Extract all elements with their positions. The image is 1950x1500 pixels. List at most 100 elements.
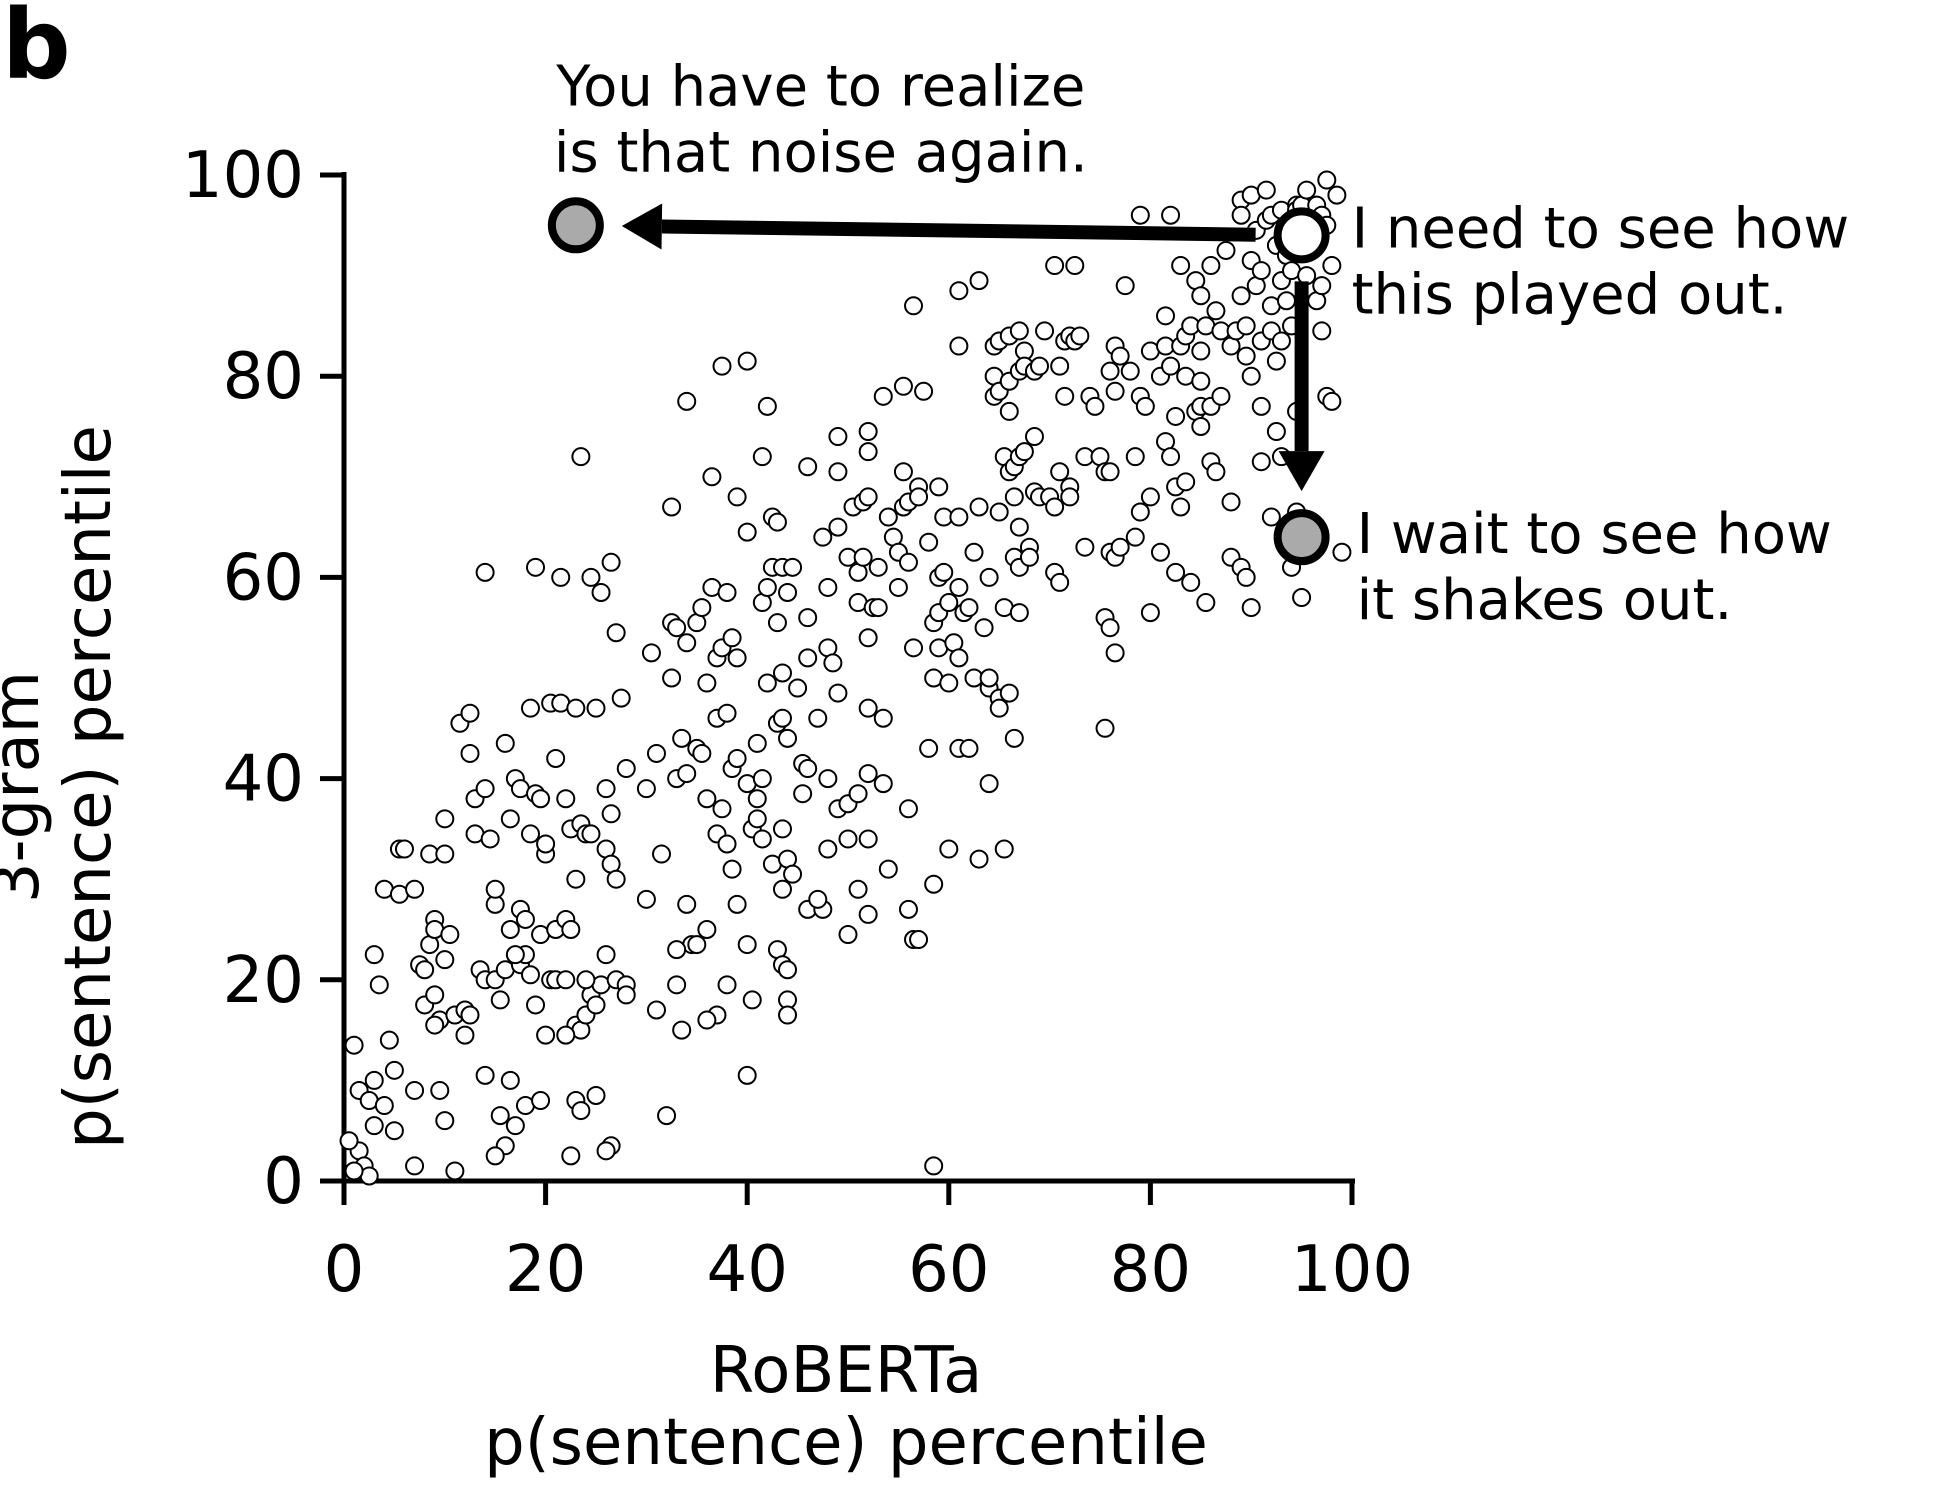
data-point [878,507,898,527]
data-point [500,809,520,829]
data-point [909,487,929,507]
data-point [596,779,616,799]
highlight-point-original [1273,207,1330,264]
data-point [818,577,838,597]
data-point [717,834,737,854]
data-point [722,628,742,648]
data-point [1130,205,1150,225]
data-point [873,386,893,406]
data-point [520,824,540,844]
data-point [697,673,717,693]
panel-label: b [2,0,71,101]
data-point [581,824,601,844]
data-point [1004,487,1024,507]
data-point [394,839,414,859]
data-point [500,920,520,939]
data-point [1312,276,1332,296]
data-point [757,673,777,693]
data-point [1135,396,1155,416]
data-point [772,708,792,728]
data-point [752,769,772,789]
data-point [455,1025,475,1045]
data-point [888,577,908,597]
data-point [1231,286,1251,306]
data-point [1130,502,1150,522]
data-point [556,970,576,990]
data-point [1206,301,1226,321]
data-point [591,582,611,602]
data-point [531,1091,551,1111]
data-point [364,945,384,965]
data-point [636,779,656,799]
data-point [1045,497,1065,517]
highlight-points [547,197,1330,566]
data-point [1019,547,1039,567]
data-point [606,623,626,643]
data-point [1251,396,1271,416]
y-tick-label: 60 [223,541,304,615]
data-point [767,613,787,633]
y-axis-title: 3-gram p(sentence) percentile [0,425,126,1149]
data-point [369,975,389,995]
data-point [1216,240,1236,260]
data-point [1100,462,1120,482]
data-point [344,1035,364,1055]
data-point [783,557,803,577]
data-point [798,648,818,668]
data-point [1297,180,1317,200]
data-point [969,497,989,517]
data-point [1171,256,1191,276]
data-point [697,789,717,809]
data-point [662,668,682,688]
data-point [747,809,767,829]
data-point [969,849,989,869]
data-point [505,1116,525,1136]
data-point [727,487,747,507]
data-point [1191,286,1211,306]
data-point [1322,256,1342,276]
data-point [727,648,747,668]
data-point [793,784,813,804]
data-point [379,1030,399,1050]
data-point [1206,462,1226,482]
data-point [475,562,495,582]
data-point [838,925,858,945]
data-point [959,738,979,758]
y-tick-label: 0 [263,1145,304,1219]
data-point [440,925,460,945]
data-point [924,1156,944,1176]
data-point [551,567,571,587]
data-point [606,869,626,889]
data-point [677,764,697,784]
data-point [1075,537,1095,557]
data-point [999,401,1019,421]
data-point [702,467,722,487]
data-point [919,532,939,552]
data-point [712,799,732,819]
data-point [1236,567,1256,587]
data-point [873,774,893,794]
data-point [384,1121,404,1141]
y-tick-label: 20 [223,944,304,1018]
data-point [586,1085,606,1105]
data-point [969,271,989,291]
data-point [652,844,672,864]
data-point [848,784,868,804]
data-points [339,170,1352,1186]
data-point [737,522,757,542]
data-point [526,995,546,1015]
data-point [1171,497,1191,517]
data-point [1201,256,1221,276]
data-point [1060,487,1080,507]
data-point [828,427,848,447]
data-point [1166,562,1186,582]
data-point [772,663,792,683]
data-point [974,618,994,638]
data-point [616,759,636,779]
annotation-label-original: I need to see how [1352,196,1850,261]
data-point [949,336,969,356]
data-point [1125,447,1145,467]
data-point [490,1106,510,1126]
data-point [1276,291,1296,311]
x-tick-label: 100 [1291,1233,1413,1307]
